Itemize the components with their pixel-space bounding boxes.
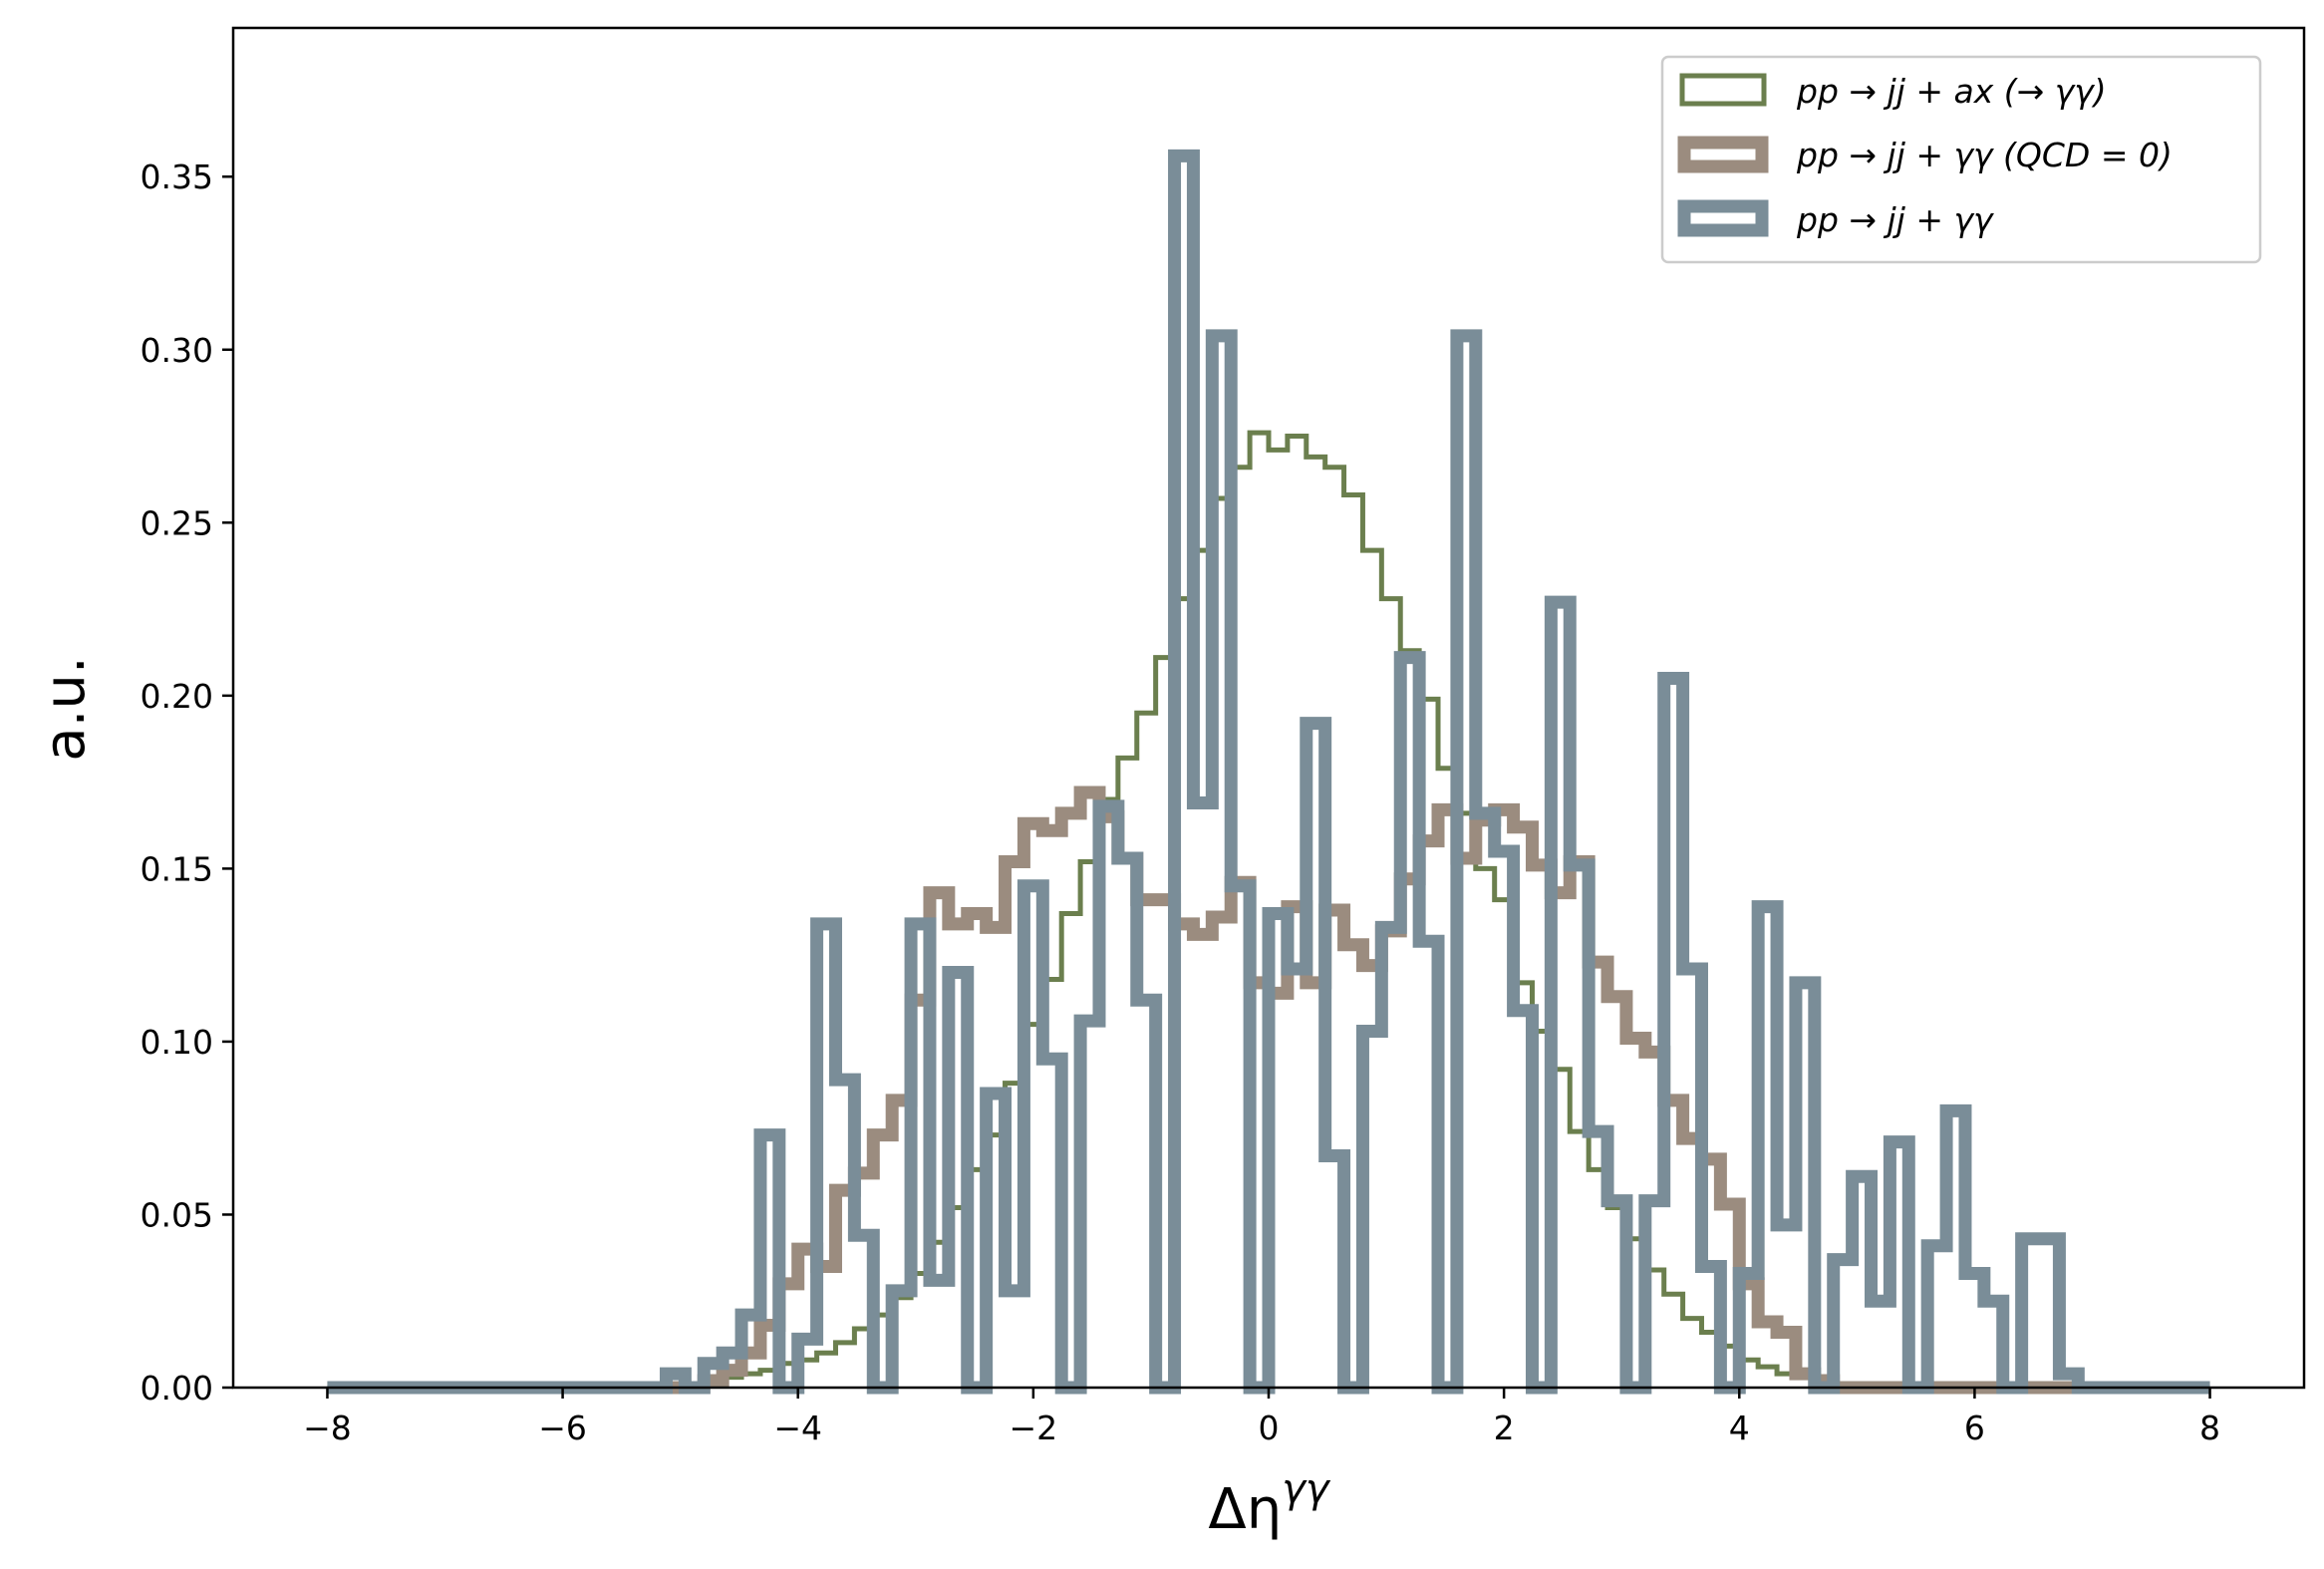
- x-tick-label: 2: [1494, 1409, 1515, 1447]
- y-tick-label: 0.00: [141, 1369, 213, 1408]
- full-series: [327, 149, 2210, 1395]
- x-tick-label: 0: [1259, 1409, 1280, 1447]
- y-axis-title: a.u.: [33, 656, 98, 761]
- legend-box: [1660, 55, 2262, 264]
- y-tick-label: 0.20: [141, 677, 213, 716]
- x-axis: −8 −6 −4 −2 0 2 4 6 8: [303, 1388, 2220, 1447]
- x-tick-label: 8: [2199, 1409, 2220, 1447]
- x-tick-label: −8: [303, 1409, 352, 1447]
- legend: pp → jj + ax (→ γγ) pp → jj + γγ (QCD = …: [1660, 55, 2262, 264]
- x-axis-title-main: Δη: [1208, 1477, 1282, 1542]
- y-tick-label: 0.30: [141, 331, 213, 370]
- x-axis-title: Δηγγ: [1208, 1466, 1330, 1542]
- series-step-line: [327, 430, 2210, 1391]
- axion-series: [327, 430, 2210, 1391]
- y-axis: 0.00 0.05 0.10 0.15 0.20 0.25 0.30 0.35: [141, 157, 233, 1408]
- x-tick-label: −6: [538, 1409, 587, 1447]
- y-tick-label: 0.35: [141, 157, 213, 196]
- series-layer: [327, 149, 2210, 1395]
- legend-label-full: pp → jj + γγ: [1796, 200, 1994, 239]
- legend-label-axion: pp → jj + ax (→ γγ): [1796, 72, 2107, 111]
- y-tick-label: 0.05: [141, 1195, 213, 1234]
- series-step-line: [327, 149, 2210, 1395]
- legend-swatch-full: [1677, 199, 1769, 237]
- x-tick-label: 6: [1964, 1409, 1985, 1447]
- y-tick-label: 0.15: [141, 849, 213, 888]
- legend-label-qcd0: pp → jj + γγ (QCD = 0): [1796, 136, 2173, 174]
- legend-swatch-qcd0: [1677, 136, 1769, 173]
- x-tick-label: −4: [773, 1409, 822, 1447]
- x-tick-label: −2: [1010, 1409, 1058, 1447]
- legend-swatch-axion: [1679, 73, 1767, 107]
- x-axis-title-superscript: γγ: [1282, 1466, 1331, 1512]
- y-tick-label: 0.10: [141, 1023, 213, 1062]
- x-tick-label: 4: [1729, 1409, 1750, 1447]
- y-tick-label: 0.25: [141, 503, 213, 542]
